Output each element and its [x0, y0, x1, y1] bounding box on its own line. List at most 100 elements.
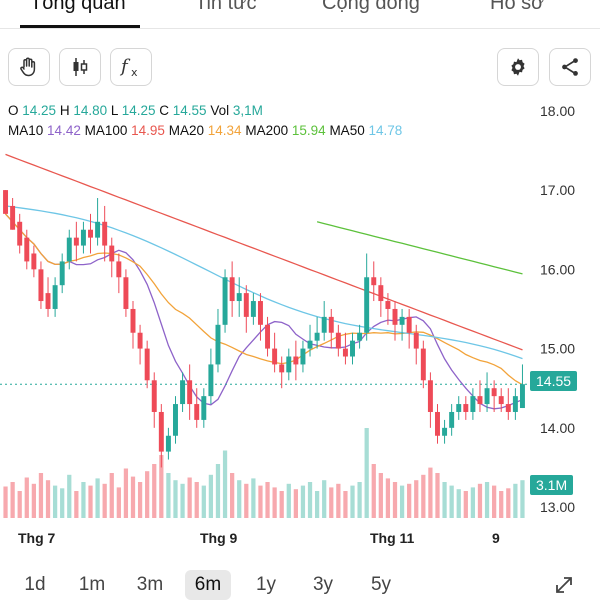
- volume-bar: [336, 483, 341, 518]
- range-1y[interactable]: 1y: [255, 574, 277, 595]
- expand-diagonal-icon[interactable]: [553, 574, 575, 596]
- candle-body: [109, 245, 115, 262]
- share-icon: [562, 58, 578, 76]
- range-1d[interactable]: 1d: [24, 574, 46, 595]
- tab-overview[interactable]: Tổng quan: [30, 0, 126, 14]
- volume-bar: [10, 482, 15, 518]
- candle-body: [24, 237, 30, 262]
- volume-bar: [265, 482, 270, 518]
- ohlc-legend: O 14.25 H 14.80 L 14.25 C 14.55 Vol 3,1M: [8, 103, 263, 118]
- volume-bar: [520, 480, 525, 518]
- ma100-line: [5, 153, 523, 351]
- candle-body: [180, 380, 186, 405]
- range-1m[interactable]: 1m: [78, 574, 106, 595]
- candle-body: [307, 340, 313, 349]
- candle-body: [519, 384, 525, 409]
- ma10-line: [5, 213, 523, 410]
- volume-bar: [364, 428, 369, 518]
- tab-news[interactable]: Tin tức: [195, 0, 257, 14]
- indicators-button[interactable]: f x: [110, 48, 152, 86]
- volume-label: Vol: [210, 103, 230, 118]
- candle-body: [357, 332, 363, 341]
- range-6m[interactable]: 6m: [185, 570, 231, 600]
- ma-legend: MA10 14.42 MA100 14.95 MA20 14.34 MA200 …: [8, 123, 402, 138]
- candle-body: [286, 356, 292, 373]
- candle-body: [512, 396, 518, 412]
- candle-body: [73, 237, 79, 246]
- candle-body: [222, 277, 228, 325]
- candle-body: [257, 301, 263, 325]
- candle-body: [116, 261, 122, 278]
- candlesticks: [3, 190, 525, 468]
- volume-bar: [173, 480, 178, 518]
- candle-body: [442, 427, 448, 436]
- volume-bar: [329, 487, 334, 518]
- volume-bar: [286, 483, 291, 518]
- hand-drag-button[interactable]: [8, 48, 50, 86]
- volume-bar: [300, 485, 306, 518]
- volume-bar: [38, 473, 44, 518]
- share-button[interactable]: [549, 48, 591, 86]
- volume-bar: [230, 473, 235, 518]
- candle-body: [293, 356, 299, 365]
- top-tabs: Tổng quan Tin tức Cộng đồng Hồ sơ: [0, 0, 600, 29]
- candle-body: [491, 388, 497, 397]
- ma100-value: 14.95: [131, 123, 165, 138]
- range-3y[interactable]: 3y: [312, 574, 334, 595]
- volume-bar: [470, 487, 476, 518]
- ma20-value: 14.34: [207, 123, 242, 138]
- settings-button[interactable]: [497, 48, 539, 86]
- candle-body: [392, 308, 398, 325]
- y-tick-label: 13.00: [540, 499, 575, 515]
- volume-bar: [279, 491, 284, 518]
- volume-bar: [322, 480, 327, 518]
- candle-body: [88, 229, 93, 238]
- volume-bar: [442, 482, 447, 518]
- volume-bar: [307, 482, 313, 518]
- y-tick-label: 14.00: [540, 420, 575, 436]
- settings-gear-icon: [511, 58, 525, 76]
- ma100-label: MA100: [84, 123, 128, 138]
- function-fx-icon: f x: [119, 56, 138, 79]
- candle-body: [435, 411, 440, 436]
- volume-bar: [222, 450, 228, 518]
- candle-body: [45, 293, 51, 309]
- volume-bar: [258, 485, 263, 518]
- candle-body: [350, 340, 355, 357]
- x-tick-label: Thg 7: [18, 530, 56, 546]
- tab-profile[interactable]: Hồ sơ: [490, 0, 545, 14]
- ma50-label: MA50: [329, 123, 365, 138]
- candle-body: [95, 221, 101, 238]
- candle-body: [272, 348, 278, 365]
- candle-body: [151, 380, 157, 412]
- candle-body: [420, 348, 426, 381]
- tab-community[interactable]: Cộng đồng: [322, 0, 420, 14]
- volume-bar: [414, 480, 419, 518]
- ma10-value: 14.42: [47, 123, 81, 138]
- candle-body: [279, 364, 285, 373]
- candlestick-button[interactable]: [59, 48, 101, 86]
- candle-body: [158, 411, 164, 452]
- range-selector: 1d 1m 3m 6m 1y 3y 5y: [0, 566, 600, 600]
- close-label: C: [159, 103, 170, 118]
- candle-body: [484, 388, 490, 405]
- candle-body: [187, 380, 193, 405]
- range-3m[interactable]: 3m: [136, 574, 164, 595]
- volume-bar: [45, 480, 51, 518]
- x-axis: Thg 7 Thg 9 Thg 11 9: [18, 530, 500, 546]
- candle-body: [470, 396, 476, 412]
- volume-bar: [159, 455, 164, 518]
- candle-body: [250, 301, 256, 317]
- candle-body: [498, 396, 504, 405]
- volume-bar: [385, 478, 391, 518]
- range-5y[interactable]: 5y: [370, 574, 392, 595]
- candle-body: [371, 277, 377, 286]
- ma200-line: [316, 221, 523, 275]
- volume-value: 3,1M: [232, 103, 263, 118]
- volume-bar: [187, 477, 192, 518]
- close-value: 14.55: [172, 103, 207, 118]
- volume-bar: [343, 491, 348, 518]
- chart-toolbar: f x: [0, 48, 600, 90]
- low-label: L: [110, 103, 118, 118]
